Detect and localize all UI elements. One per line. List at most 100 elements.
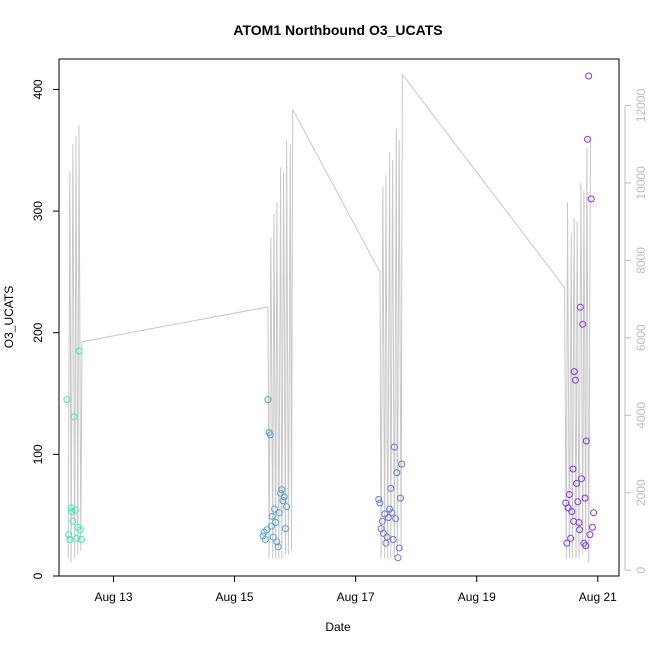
data-point [376,499,384,507]
data-point [582,542,590,550]
data-point [569,465,577,473]
x-tick-label: Aug 13 [94,590,132,604]
data-point [259,532,267,540]
x-tick-label: Aug 15 [216,590,254,604]
data-point [582,437,590,445]
data-point [588,523,596,531]
x-tick-label: Aug 17 [337,590,375,604]
data-point [392,515,400,523]
data-point [381,510,389,518]
data-point [73,534,81,542]
data-point [275,509,283,517]
data-point [274,543,282,551]
altitude-line-layer [67,73,591,563]
y-tick-label: 100 [31,444,45,464]
data-point [563,539,571,547]
data-point [573,480,581,487]
data-point [586,531,594,539]
x-tick-label: Aug 21 [579,590,617,604]
y-tick-label: 0 [31,572,45,579]
data-point [266,431,274,439]
data-point [268,512,276,520]
data-point [380,529,387,537]
y-axis: 0 100 200 300 400 [31,79,59,579]
data-point [272,519,280,526]
data-point [393,469,401,477]
data-point [69,517,77,525]
secondary-y-axis: 0 2000 4000 6000 8000 10000 12000 [624,88,648,574]
data-point [269,533,277,541]
x-axis-label: Date [325,620,351,634]
altitude-line [67,73,591,563]
data-point [264,396,272,404]
data-point [378,517,386,525]
y-tick-label: 400 [31,79,45,99]
data-point [271,505,278,513]
data-point [68,508,76,515]
y2-tick-label: 8000 [634,247,648,274]
data-point [375,495,383,503]
data-point [65,531,73,539]
data-point [387,484,395,492]
data-point [281,525,289,533]
data-point [273,538,281,546]
data-point [394,554,402,562]
data-point [75,347,83,355]
data-point [283,503,291,511]
data-point [277,489,285,497]
x-tick-label: Aug 19 [458,590,496,604]
data-point [268,522,275,530]
data-points-layer [63,72,598,562]
data-point [66,536,74,543]
data-point [263,526,271,534]
data-point [383,533,391,541]
data-point [389,536,397,543]
data-point [576,303,584,311]
data-point [63,396,71,404]
y-tick-label: 200 [31,322,45,342]
y-tick-label: 300 [31,201,45,221]
data-point [576,526,584,534]
data-point [565,491,573,498]
data-point [584,135,591,143]
y-axis-label: O3_UCATS [2,286,16,348]
data-point [574,498,582,506]
data-point [395,544,403,552]
data-point [278,486,286,494]
y2-tick-label: 6000 [634,324,648,351]
data-point [564,504,572,512]
data-point [570,368,578,376]
data-point [261,536,269,543]
data-point [279,497,287,505]
x-axis: Aug 13 Aug 15 Aug 17 Aug 19 Aug 21 [94,576,617,604]
chart-title: ATOM1 Northbound O3_UCATS [233,22,442,38]
y2-tick-label: 2000 [634,479,648,506]
plot-frame [58,58,620,577]
data-point [71,506,79,514]
data-point [384,514,392,522]
data-point [570,517,578,525]
data-point [568,508,576,515]
y2-tick-label: 12000 [634,88,648,122]
data-point [581,494,589,502]
data-point [77,536,85,543]
data-point [388,509,396,517]
y2-tick-label: 0 [634,567,648,574]
data-point [585,72,593,80]
data-point [398,460,406,468]
data-point [386,505,394,513]
data-point [70,413,78,421]
data-point [280,493,288,501]
y2-tick-label: 10000 [634,166,648,200]
data-point [578,475,585,483]
data-point [396,494,404,502]
data-point [567,534,575,542]
data-point [390,443,398,451]
data-point [76,526,84,534]
data-point [579,320,587,328]
data-point [590,509,598,517]
y2-tick-label: 4000 [634,402,648,429]
data-point [587,195,595,203]
data-point [571,376,579,384]
